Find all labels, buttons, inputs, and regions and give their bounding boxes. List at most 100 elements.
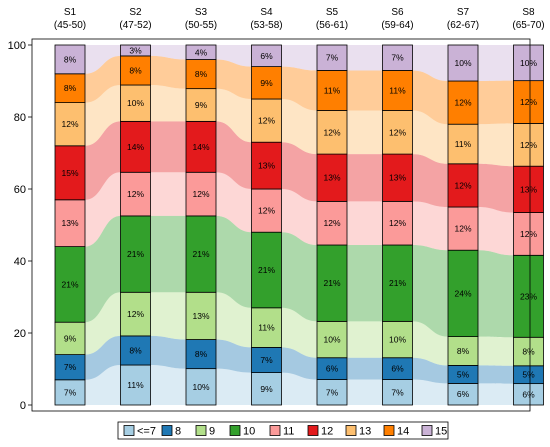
plot-frame xyxy=(31,38,531,412)
bars-layer: 7% 7% 9% 21% 13% 15% 12% 8% 8% 11% 8% 12% 21% 12% 14% 1… xyxy=(54,44,544,406)
legend-label: <=7 xyxy=(137,426,156,438)
bar-segment xyxy=(251,346,282,373)
segment-label: 8% xyxy=(195,349,208,359)
bar-segment xyxy=(251,372,282,406)
bar-segment xyxy=(447,123,479,165)
flow-ribbon xyxy=(150,335,186,369)
segment-label: 10% xyxy=(454,58,471,68)
flow-ribbon xyxy=(150,55,186,89)
stage-name: S5 xyxy=(326,7,339,18)
bar-segment xyxy=(185,215,217,293)
bar-segment xyxy=(447,249,479,337)
segment-label: 12% xyxy=(127,189,144,199)
y-tick-label: 80 xyxy=(14,112,26,124)
stage-labels: S1 (45-50) S2 (47-52) S3 (50-55) S4 (53-58) S5 (5… xyxy=(54,7,545,31)
flow-ribbon xyxy=(347,201,383,245)
segment-label: 24% xyxy=(454,288,471,298)
segment-label: 21% xyxy=(61,279,78,289)
bar-segment xyxy=(447,44,479,82)
segment-label: 15% xyxy=(61,168,78,178)
segment-label: 13% xyxy=(389,173,406,183)
segment-label: 7% xyxy=(391,53,404,63)
bar-segment xyxy=(316,70,348,111)
segment-label: 11% xyxy=(258,323,275,333)
legend-swatch xyxy=(229,425,241,436)
flow-ribbon xyxy=(150,365,186,405)
bar-segment xyxy=(382,110,413,155)
bar-segment xyxy=(185,291,217,340)
stage-name: S2 xyxy=(129,7,142,18)
bar-segment xyxy=(251,44,282,68)
segment-label: 13% xyxy=(192,311,209,321)
flow-ribbon xyxy=(216,368,252,405)
flow-ribbon xyxy=(281,307,317,358)
bar-segment xyxy=(251,98,282,143)
segment-label: 12% xyxy=(520,229,537,239)
flow-ribbon xyxy=(412,154,448,207)
segment-label: 11% xyxy=(324,85,341,95)
segment-label: 9% xyxy=(260,78,273,88)
stage-range: (45-50) xyxy=(54,20,86,31)
bar-segment xyxy=(185,120,217,173)
flow-ribbon xyxy=(216,215,252,308)
stage-name: S6 xyxy=(391,7,404,18)
bar-segment xyxy=(120,291,151,337)
flow-ribbon xyxy=(412,45,448,81)
flow-ribbon xyxy=(478,163,514,213)
bar-segment xyxy=(120,120,151,173)
segment-label: 8% xyxy=(195,69,208,79)
flow-ribbon xyxy=(412,110,448,164)
flow-ribbon xyxy=(412,379,448,405)
bar-segment xyxy=(120,335,151,366)
segment-label: 6% xyxy=(326,364,339,374)
segment-label: 12% xyxy=(258,206,275,216)
segment-label: 14% xyxy=(127,142,144,152)
flow-ribbon xyxy=(478,207,514,256)
flow-ribbon xyxy=(216,59,252,99)
flow-ribbon xyxy=(281,372,317,405)
legend-label: 13 xyxy=(359,426,371,438)
flow-ribbon xyxy=(216,339,252,373)
segment-label: 21% xyxy=(192,249,209,259)
flows-layer xyxy=(85,45,514,405)
segment-label: 8% xyxy=(522,347,535,357)
flow-ribbon xyxy=(85,85,121,146)
bar-segment xyxy=(382,200,413,246)
legend-swatch xyxy=(161,425,173,436)
segment-label: 6% xyxy=(522,389,535,399)
flow-ribbon xyxy=(412,201,448,251)
segment-label: 12% xyxy=(520,140,537,150)
flow-ribbon xyxy=(150,85,186,122)
flow-ribbon xyxy=(85,335,121,380)
bar-segment xyxy=(382,153,413,202)
y-tick-label: 60 xyxy=(14,184,26,196)
segment-label: 12% xyxy=(454,180,471,190)
flow-ribbon xyxy=(478,45,514,81)
stage-range: (59-64) xyxy=(381,20,413,31)
bar-segment xyxy=(447,336,479,366)
flow-ribbon xyxy=(347,321,383,358)
flow-ribbon xyxy=(412,245,448,337)
segment-label: 13% xyxy=(61,218,78,228)
bar-segment xyxy=(120,44,151,57)
bar-segment xyxy=(382,44,413,71)
segment-label: 21% xyxy=(389,278,406,288)
flow-ribbon xyxy=(85,365,121,405)
flow-ribbon xyxy=(150,172,186,216)
bar-segment xyxy=(513,44,544,82)
stage-name: S8 xyxy=(522,7,535,18)
legend: <=7 8 9 10 11 12 13 14 15 xyxy=(117,421,449,440)
bar-segment xyxy=(447,80,479,125)
flow-ribbon xyxy=(347,70,383,111)
bar-segment xyxy=(316,244,348,322)
y-tick-label: 100 xyxy=(8,40,26,52)
legend-label: 9 xyxy=(209,426,215,438)
flow-ribbon xyxy=(281,99,317,155)
bar-segment xyxy=(54,102,86,147)
bar-segment xyxy=(120,364,151,406)
flow-ribbon xyxy=(85,292,121,355)
segment-label: 21% xyxy=(323,278,340,288)
bar-segment xyxy=(316,379,348,406)
